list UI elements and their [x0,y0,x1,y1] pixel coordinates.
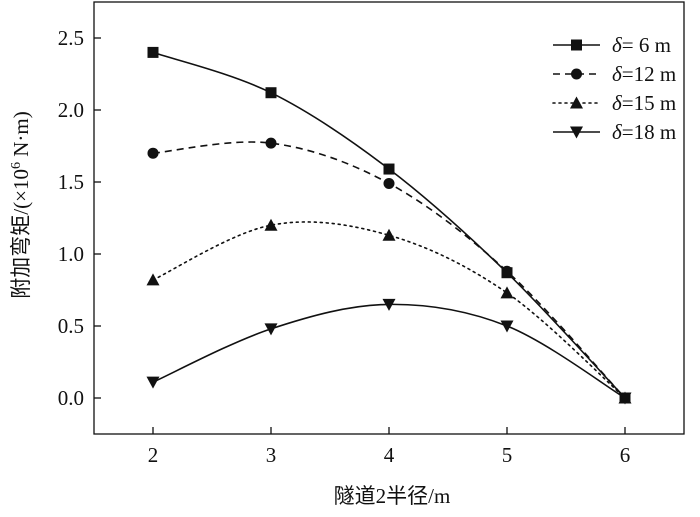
data-point [265,137,277,149]
x-tick-label: 2 [148,443,159,467]
data-point [382,298,396,311]
data-point [264,323,278,336]
x-tick-label: 4 [384,443,395,467]
legend: δ= 6 m δ=12 m δ=15 m δ=18 m [552,33,676,144]
series-layer [146,46,632,405]
data-point [264,218,278,231]
legend-swatch-marker [571,68,582,80]
legend-swatch-marker [571,39,582,51]
y-tick-label: 2.5 [58,26,84,50]
y-tick-label: 0.5 [58,314,84,338]
series-line [152,51,626,399]
y-axis-title: 附加弯矩/(×106 N·m) [9,111,33,298]
y-tick-label: 1.5 [58,170,84,194]
data-point [500,320,514,333]
data-point [265,87,277,99]
series-line [152,141,626,399]
data-point [147,46,159,58]
data-point [382,228,396,241]
data-point [501,265,513,277]
y-tick-label: 0.0 [58,386,84,410]
data-point [146,273,160,286]
legend-label: δ=12 m [612,62,676,86]
data-point [383,163,395,175]
legend-label: δ= 6 m [612,33,671,57]
legend-item-3: δ=15 m [552,91,676,115]
data-point [147,147,159,159]
y-tick-label: 2.0 [58,98,84,122]
legend-swatch-marker [570,96,583,109]
axes: 2 3 4 5 6 0.0 0.5 1.0 1.5 2.0 2.5 [58,1,685,467]
legend-item-1: δ= 6 m [553,33,671,57]
series-3 [146,218,632,404]
legend-item-4: δ=18 m [553,120,676,144]
data-point [383,177,395,189]
x-axis-title: 隧道2半径/m [334,484,451,508]
series-2 [147,137,631,404]
data-point [618,392,632,405]
series-4 [146,298,632,405]
legend-item-2: δ=12 m [553,62,676,86]
legend-label: δ=15 m [612,91,676,115]
y-tick-label: 1.0 [58,242,84,266]
legend-swatch-marker [570,126,583,139]
data-point [500,286,514,299]
x-tick-label: 5 [502,443,513,467]
data-point [146,376,160,389]
x-tick-label: 3 [266,443,277,467]
legend-label: δ=18 m [612,120,676,144]
x-tick-label: 6 [620,443,631,467]
